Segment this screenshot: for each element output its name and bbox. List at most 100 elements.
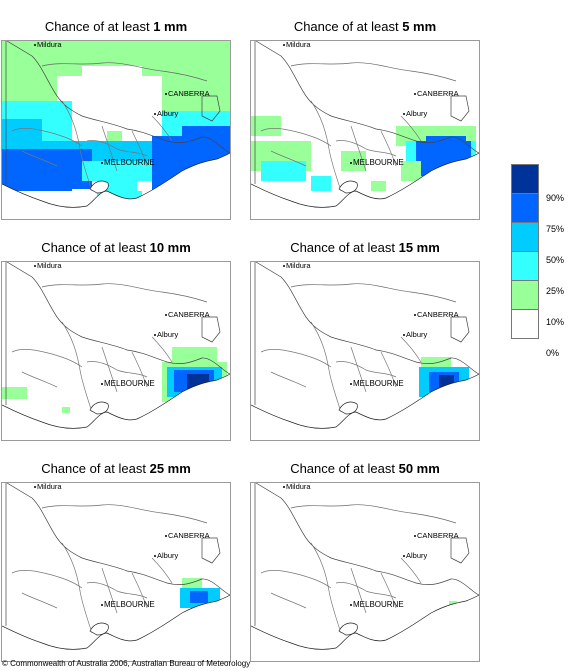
place-melbourne-label: MELBOURNE: [104, 379, 155, 388]
district-boundary: [151, 557, 173, 584]
panel-5mm: Chance of at least 5 mm Mildura CANBERRA A…: [250, 19, 480, 220]
map-25mm: Mildura CANBERRA Albury MELBOURNE: [1, 482, 231, 662]
panel-title: Chance of at least 10 mm: [1, 240, 231, 255]
rainfall-area: [2, 387, 27, 399]
place-melbourne-label: MELBOURNE: [104, 158, 155, 167]
place-albury-label: Albury: [157, 109, 179, 118]
place-albury-marker: [154, 113, 156, 115]
place-mildura-label: Mildura: [286, 262, 311, 270]
place-canberra-marker: [414, 93, 416, 95]
rainfall-area: [261, 161, 306, 181]
port-phillip-bay: [89, 401, 109, 415]
colour-legend: [511, 164, 541, 339]
place-canberra-marker: [165, 314, 167, 316]
title-value: 50 mm: [398, 461, 440, 476]
map-1mm: Mildura CANBERRA Albury MELBOURNE: [1, 40, 231, 220]
district-boundary: [101, 125, 118, 172]
place-canberra-marker: [165, 535, 167, 537]
map-15mm: Mildura CANBERRA Albury MELBOURNE: [250, 261, 480, 441]
place-albury-label: Albury: [157, 330, 179, 339]
rainfall-area: [62, 407, 70, 413]
place-melbourne-marker: [350, 604, 352, 606]
legend-swatch-25: [511, 251, 539, 281]
district-boundary: [335, 140, 397, 157]
place-canberra-label: CANBERRA: [417, 310, 459, 319]
map-5mm: Mildura CANBERRA Albury MELBOURNE: [250, 40, 480, 220]
place-mildura-marker: [283, 44, 285, 46]
title-prefix: Chance of at least: [41, 240, 150, 255]
map-linework: [251, 41, 479, 208]
panel-title: Chance of at least 1 mm: [1, 19, 231, 34]
place-albury-marker: [154, 555, 156, 557]
district-boundary: [400, 336, 422, 363]
district-boundary: [350, 346, 367, 393]
port-phillip-bay: [89, 180, 109, 194]
place-albury-marker: [403, 334, 405, 336]
district-boundary: [131, 130, 148, 167]
place-canberra-marker: [414, 535, 416, 537]
act-border: [201, 537, 221, 564]
coastline: [2, 594, 230, 650]
rainfall-area: [421, 357, 451, 367]
title-prefix: Chance of at least: [290, 461, 399, 476]
rainfall-layer: [251, 116, 476, 191]
district-boundary: [41, 504, 208, 524]
title-prefix: Chance of at least: [293, 19, 403, 34]
map-10mm: Mildura CANBERRA Albury MELBOURNE: [1, 261, 231, 441]
district-boundary: [310, 321, 342, 413]
sea-area: [251, 595, 479, 661]
rainfall-area: [311, 176, 331, 191]
rainfall-area: [426, 136, 466, 156]
rainfall-area: [82, 66, 142, 81]
district-boundary: [270, 150, 307, 167]
panel-1mm: Chance of at least 1 mm Mildura CANBERRA A…: [1, 19, 231, 220]
place-albury-label: Albury: [406, 551, 428, 560]
place-canberra-label: CANBERRA: [417, 89, 459, 98]
district-boundary: [61, 321, 93, 413]
district-boundary: [270, 592, 307, 609]
legend-label-10: 10%: [546, 317, 565, 327]
title-value: 1 mm: [153, 19, 188, 34]
place-mildura-label: Mildura: [37, 262, 62, 270]
rainfall-area: [182, 126, 230, 156]
district-boundary: [86, 361, 148, 378]
place-melbourne-marker: [101, 162, 103, 164]
map-50mm: Mildura CANBERRA Albury MELBOURNE: [250, 482, 480, 662]
district-boundary: [86, 140, 148, 157]
district-boundary: [310, 100, 342, 192]
district-boundary: [41, 62, 208, 82]
map-linework: [2, 262, 230, 429]
panel-15mm: Chance of at least 15 mm Mildura CANBERRA…: [250, 240, 480, 441]
rainfall-area: [251, 116, 281, 136]
rainfall-area: [401, 161, 421, 181]
state-border: [6, 483, 230, 596]
district-boundary: [86, 582, 148, 599]
map-svg: Mildura CANBERRA Albury MELBOURNE: [2, 41, 230, 219]
title-prefix: Chance of at least: [44, 19, 154, 34]
district-boundary: [151, 115, 173, 142]
act-border: [450, 95, 470, 122]
state-border: [255, 41, 479, 154]
map-svg: Mildura CANBERRA Albury MELBOURNE: [251, 41, 479, 219]
place-mildura-marker: [283, 265, 285, 267]
title-prefix: Chance of at least: [41, 461, 150, 476]
map-svg: Mildura CANBERRA Albury MELBOURNE: [251, 262, 479, 440]
act-border: [450, 316, 470, 343]
map-svg: Mildura CANBERRA Albury MELBOURNE: [2, 262, 230, 440]
rainfall-area: [341, 151, 366, 171]
district-boundary: [21, 592, 58, 609]
place-mildura-label: Mildura: [286, 483, 311, 491]
panel-50mm: Chance of at least 50 mm Mildura CANBERRA…: [250, 461, 480, 662]
place-melbourne-marker: [101, 383, 103, 385]
legend-swatch-90: [511, 164, 539, 194]
place-canberra-label: CANBERRA: [168, 531, 210, 540]
act-border: [201, 95, 221, 122]
title-value: 10 mm: [149, 240, 191, 255]
district-boundary: [335, 582, 397, 599]
district-boundary: [260, 128, 332, 147]
panel-title: Chance of at least 5 mm: [250, 19, 480, 34]
panel-title: Chance of at least 50 mm: [250, 461, 480, 476]
act-border: [450, 537, 470, 564]
coastline: [251, 373, 479, 429]
district-boundary: [290, 62, 457, 82]
